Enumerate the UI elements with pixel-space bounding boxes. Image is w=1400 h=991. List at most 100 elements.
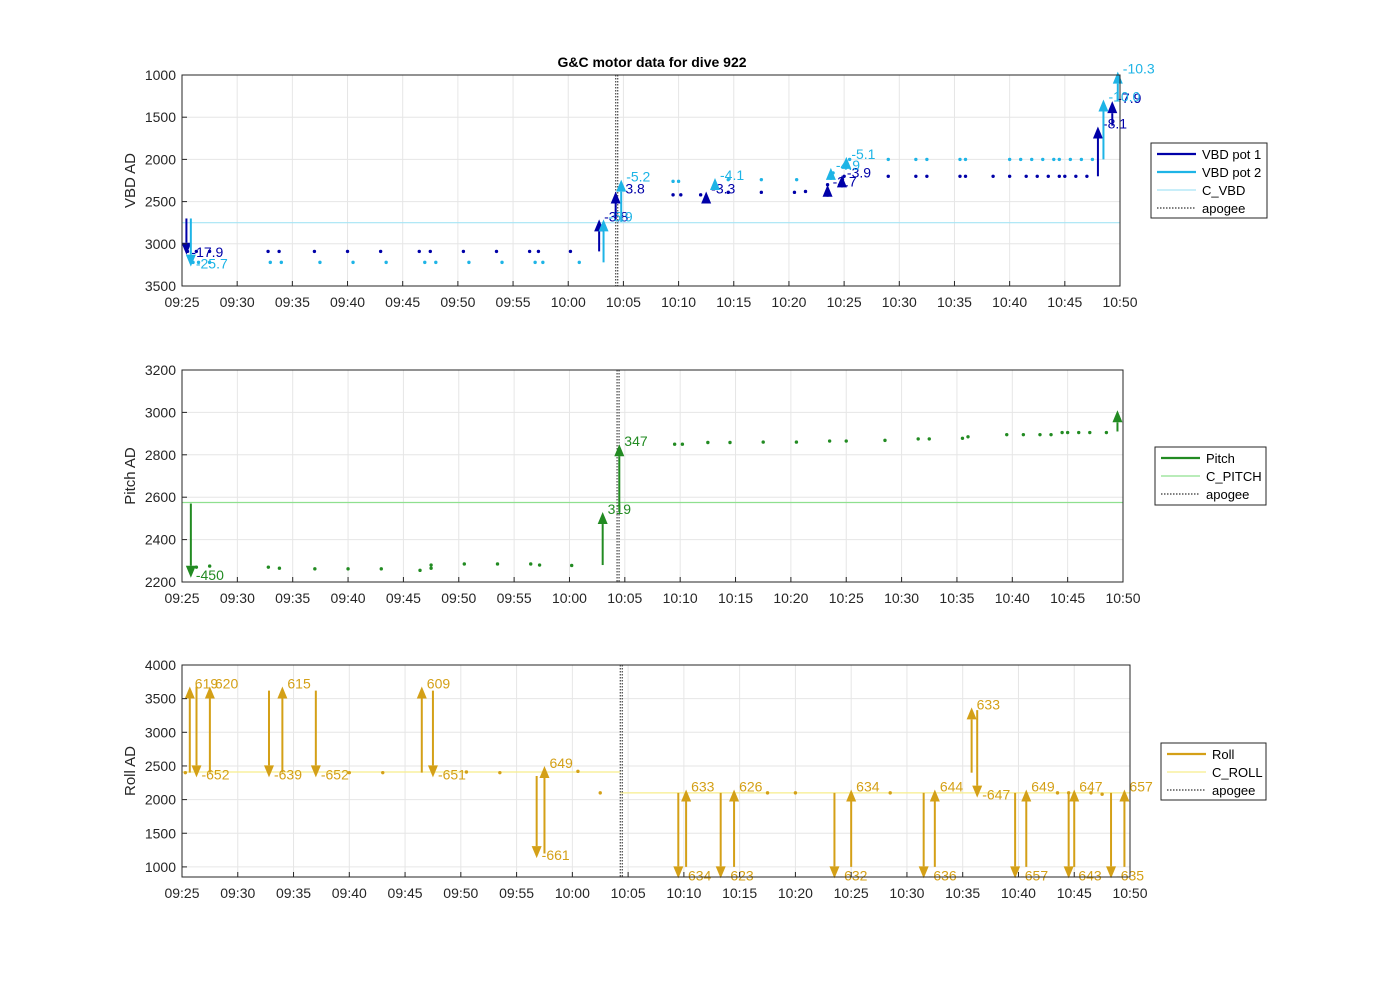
data-point bbox=[803, 189, 808, 194]
data-point bbox=[529, 562, 533, 566]
axes-box bbox=[181, 74, 1121, 287]
data-point bbox=[428, 249, 432, 254]
move-arrow-head bbox=[972, 785, 983, 798]
data-point bbox=[680, 442, 685, 446]
move-arrow-head bbox=[825, 167, 836, 180]
data-point bbox=[761, 440, 765, 444]
move-arrow-head bbox=[701, 191, 712, 204]
data-point bbox=[1052, 157, 1056, 162]
move-arrow-head bbox=[1063, 866, 1074, 879]
move-label: 347 bbox=[624, 433, 648, 449]
move-arrow-head bbox=[598, 219, 609, 232]
data-point bbox=[461, 249, 466, 254]
move-label: -450 bbox=[196, 567, 224, 583]
data-point bbox=[494, 249, 499, 254]
move-arrow-head bbox=[710, 177, 721, 190]
data-point bbox=[676, 179, 681, 184]
data-point bbox=[351, 260, 355, 265]
data-point bbox=[1055, 791, 1060, 795]
move-label: 633 bbox=[691, 779, 715, 795]
data-point bbox=[207, 260, 212, 265]
move-arrow-head bbox=[1112, 410, 1123, 423]
data-point bbox=[1030, 157, 1034, 162]
move-label: 619 bbox=[195, 676, 219, 692]
legend-label: VBD pot 1 bbox=[1202, 147, 1261, 162]
move-arrow-head bbox=[822, 184, 833, 197]
data-point bbox=[927, 437, 931, 441]
data-point bbox=[277, 249, 281, 254]
data-point bbox=[991, 174, 995, 178]
x-tick-label: 10:20 bbox=[773, 590, 808, 606]
data-point bbox=[1065, 430, 1070, 435]
y-tick-label: 4000 bbox=[145, 657, 176, 673]
data-point bbox=[706, 440, 710, 445]
move-label: 649 bbox=[1031, 779, 1055, 795]
move-arrow-head bbox=[929, 789, 940, 802]
move-label: 634 bbox=[856, 779, 880, 795]
move-label: -632 bbox=[839, 867, 867, 883]
move-label: -636 bbox=[929, 867, 957, 883]
plot-area bbox=[182, 370, 1123, 582]
move-label: -651 bbox=[438, 766, 466, 782]
x-tick-label: 10:05 bbox=[607, 590, 642, 606]
data-point bbox=[1074, 174, 1078, 178]
data-point bbox=[464, 770, 469, 774]
data-point bbox=[318, 260, 322, 265]
data-point bbox=[671, 179, 675, 184]
move-label: -652 bbox=[321, 766, 349, 782]
data-point bbox=[792, 190, 797, 195]
data-point bbox=[379, 567, 383, 571]
move-label: -652 bbox=[201, 766, 229, 782]
y-tick-label: 3200 bbox=[145, 362, 176, 378]
move-label: -10.0 bbox=[1108, 88, 1140, 104]
x-tick-label: 10:25 bbox=[829, 590, 864, 606]
move-arrow-head bbox=[531, 846, 542, 859]
data-point bbox=[1041, 157, 1045, 162]
y-axis-label: Pitch AD bbox=[122, 447, 139, 505]
data-point bbox=[886, 174, 890, 178]
legend-label: Roll bbox=[1212, 747, 1235, 762]
legend-label: C_VBD bbox=[1202, 183, 1245, 198]
y-tick-label: 2600 bbox=[145, 489, 176, 505]
data-point bbox=[347, 770, 351, 775]
data-point bbox=[960, 436, 965, 440]
move-arrow-head bbox=[191, 765, 202, 778]
move-label: -3.9 bbox=[847, 164, 871, 180]
x-tick-label: 09:40 bbox=[332, 885, 367, 901]
y-tick-label: 2500 bbox=[145, 758, 176, 774]
legend-label: apogee bbox=[1202, 201, 1245, 216]
move-arrow-head bbox=[427, 765, 438, 778]
x-tick-label: 09:55 bbox=[499, 885, 534, 901]
data-point bbox=[679, 193, 683, 197]
data-point bbox=[1038, 432, 1042, 437]
move-arrow-head bbox=[185, 254, 196, 267]
x-tick-label: 10:15 bbox=[718, 590, 753, 606]
data-point bbox=[1021, 432, 1026, 437]
x-tick-label: 09:40 bbox=[331, 590, 366, 606]
data-point bbox=[765, 791, 770, 795]
x-tick-label: 10:25 bbox=[827, 294, 862, 310]
legend-label: apogee bbox=[1212, 783, 1255, 798]
data-point bbox=[726, 190, 730, 195]
panel-2: 619 -652 620 -639 615 -652 609 -651 -661 649 -634 6… bbox=[122, 657, 1267, 901]
move-arrow-head bbox=[966, 707, 977, 720]
data-point bbox=[576, 769, 580, 774]
panel-1: -45031934709:2509:3009:3509:4009:4509:50… bbox=[122, 362, 1267, 606]
legend-label: apogee bbox=[1206, 487, 1249, 502]
move-arrow-head bbox=[204, 686, 215, 699]
x-tick-label: 09:25 bbox=[164, 294, 199, 310]
data-point bbox=[467, 260, 471, 265]
data-point bbox=[1018, 157, 1023, 162]
data-point bbox=[925, 157, 929, 162]
x-tick-label: 10:45 bbox=[1047, 294, 1082, 310]
data-point bbox=[537, 563, 542, 567]
data-point bbox=[541, 260, 545, 265]
x-tick-label: 10:35 bbox=[939, 590, 974, 606]
move-arrow-head bbox=[673, 866, 684, 879]
x-tick-label: 09:35 bbox=[276, 885, 311, 901]
data-point bbox=[966, 435, 970, 439]
y-tick-label: 3000 bbox=[145, 724, 176, 740]
data-point bbox=[266, 565, 271, 569]
